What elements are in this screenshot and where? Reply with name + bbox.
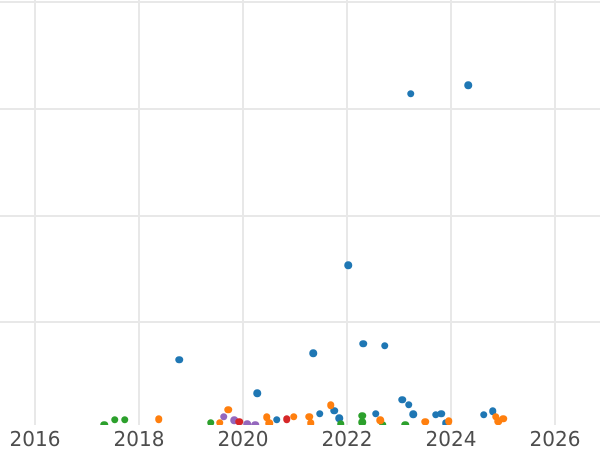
x-tick-label-2024: 2024 <box>425 427 477 450</box>
gridline-x-2020 <box>242 0 244 425</box>
data-point-blue <box>344 261 352 269</box>
data-point-orange <box>491 412 500 421</box>
gridline-y-0 <box>0 321 600 324</box>
gridline-y-1 <box>0 214 600 217</box>
data-point-orange <box>499 414 507 423</box>
data-point-green <box>358 411 366 420</box>
data-point-blue <box>464 81 472 89</box>
data-point-blue <box>371 410 380 418</box>
x-axis: 2016 2018 2020 2022 2024 2026 <box>0 428 600 450</box>
data-point-blue <box>480 411 488 419</box>
data-point-orange <box>306 419 315 425</box>
data-point-orange <box>327 401 335 409</box>
x-tick-label-2022: 2022 <box>321 427 373 450</box>
data-point-green <box>207 419 215 425</box>
data-point-blue <box>407 90 415 98</box>
data-point-blue <box>405 400 413 409</box>
data-point-green <box>358 418 366 425</box>
data-point-green <box>121 416 129 424</box>
data-point-blue <box>432 411 440 419</box>
gridline-x-2026 <box>554 0 556 425</box>
data-point-blue <box>409 410 417 419</box>
data-point-blue <box>175 356 183 364</box>
gridline-y-2 <box>0 107 600 110</box>
data-point-purple <box>230 416 238 425</box>
x-tick-label-2026: 2026 <box>529 427 581 450</box>
data-point-purple <box>251 420 260 425</box>
data-point-orange <box>376 416 385 425</box>
data-point-orange <box>421 417 429 425</box>
data-point-purple <box>243 420 251 425</box>
data-point-green <box>110 416 119 424</box>
data-point-blue <box>488 407 497 416</box>
data-point-red <box>235 417 244 425</box>
gridline-x-2022 <box>346 0 348 425</box>
data-point-green <box>100 420 108 425</box>
data-point-blue <box>309 349 317 357</box>
plot-area <box>0 0 600 425</box>
data-point-blue <box>359 340 367 348</box>
data-point-orange <box>263 413 271 422</box>
data-point-blue <box>253 389 261 397</box>
gridline-x-2024 <box>450 0 452 425</box>
data-point-orange <box>265 419 273 425</box>
data-point-blue <box>335 414 343 422</box>
data-point-orange <box>494 417 503 425</box>
data-point-orange <box>445 417 453 425</box>
data-point-blue <box>330 406 338 415</box>
gridline-x-2018 <box>138 0 140 425</box>
data-point-orange <box>215 419 224 425</box>
data-point-blue <box>316 410 324 418</box>
data-point-blue <box>381 342 389 350</box>
data-point-purple <box>220 412 228 421</box>
gridline-x-2016 <box>34 0 36 425</box>
data-point-green <box>337 420 345 425</box>
x-tick-label-2018: 2018 <box>113 427 165 450</box>
data-point-blue <box>437 410 445 418</box>
data-point-orange <box>305 413 313 421</box>
data-point-orange <box>155 415 163 424</box>
data-point-orange <box>290 413 298 421</box>
data-point-blue <box>273 416 281 424</box>
data-point-blue <box>398 396 406 404</box>
data-point-green <box>401 420 409 425</box>
x-tick-label-2020: 2020 <box>217 427 269 450</box>
gridline-y-3 <box>0 1 600 4</box>
data-point-orange <box>224 405 233 414</box>
x-tick-label-2016: 2016 <box>9 427 61 450</box>
data-point-red <box>282 415 291 424</box>
